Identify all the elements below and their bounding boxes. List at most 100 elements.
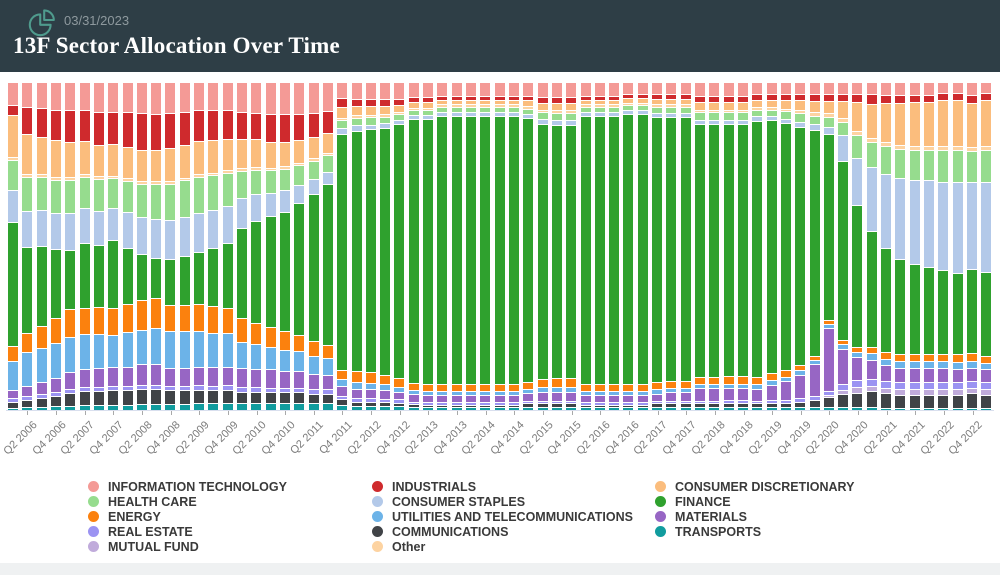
segment-materials[interactable]	[208, 367, 219, 386]
segment-information-technology[interactable]	[823, 82, 834, 94]
segment-health-care[interactable]	[466, 107, 476, 112]
segment-other[interactable]	[108, 175, 119, 179]
segment-materials[interactable]	[65, 372, 76, 390]
segment-transports[interactable]	[609, 407, 620, 410]
segment-mutual-fund[interactable]	[952, 389, 963, 395]
segment-utilities-and-telecommunications[interactable]	[136, 329, 147, 365]
segment-utilities-and-telecommunications[interactable]	[580, 390, 591, 396]
segment-consumer-staples[interactable]	[838, 135, 849, 162]
segment-utilities-and-telecommunications[interactable]	[680, 387, 691, 392]
segment-energy[interactable]	[294, 334, 305, 352]
segment-utilities-and-telecommunications[interactable]	[523, 389, 534, 394]
segment-energy[interactable]	[809, 355, 820, 360]
segment-utilities-and-telecommunications[interactable]	[93, 333, 104, 369]
segment-communications[interactable]	[222, 390, 233, 403]
segment-consumer-staples[interactable]	[924, 180, 934, 268]
segment-materials[interactable]	[194, 366, 205, 386]
segment-communications[interactable]	[580, 404, 591, 408]
segment-industrials[interactable]	[838, 93, 849, 102]
segment-utilities-and-telecommunications[interactable]	[122, 332, 133, 367]
bar-q4-2014[interactable]	[508, 82, 519, 410]
segment-real-estate[interactable]	[881, 381, 892, 388]
segment-utilities-and-telecommunications[interactable]	[380, 384, 391, 390]
segment-communications[interactable]	[437, 404, 448, 408]
segment-consumer-discretionary[interactable]	[709, 102, 720, 110]
segment-other[interactable]	[952, 146, 963, 150]
segment-other[interactable]	[652, 104, 663, 107]
segment-real-estate[interactable]	[8, 398, 18, 402]
segment-real-estate[interactable]	[766, 399, 777, 404]
segment-information-technology[interactable]	[766, 82, 777, 95]
segment-health-care[interactable]	[594, 107, 605, 112]
segment-consumer-staples[interactable]	[466, 111, 476, 116]
segment-other[interactable]	[50, 176, 61, 180]
segment-consumer-discretionary[interactable]	[480, 99, 491, 105]
segment-consumer-staples[interactable]	[394, 120, 405, 125]
segment-communications[interactable]	[380, 402, 391, 407]
segment-utilities-and-telecommunications[interactable]	[437, 390, 448, 396]
segment-finance[interactable]	[79, 242, 90, 308]
segment-energy[interactable]	[408, 382, 419, 391]
segment-materials[interactable]	[50, 378, 61, 393]
segment-transports[interactable]	[737, 407, 748, 411]
segment-consumer-staples[interactable]	[136, 216, 147, 255]
segment-transports[interactable]	[93, 405, 104, 410]
segment-real-estate[interactable]	[795, 397, 806, 402]
bar-q3-2021[interactable]	[895, 82, 906, 410]
segment-consumer-discretionary[interactable]	[337, 106, 348, 118]
segment-information-technology[interactable]	[752, 82, 763, 95]
segment-utilities-and-telecommunications[interactable]	[165, 331, 176, 368]
segment-materials[interactable]	[122, 366, 133, 386]
segment-real-estate[interactable]	[780, 399, 791, 404]
segment-health-care[interactable]	[566, 112, 577, 121]
segment-utilities-and-telecommunications[interactable]	[809, 359, 820, 364]
segment-utilities-and-telecommunications[interactable]	[108, 334, 119, 368]
segment-materials[interactable]	[351, 389, 362, 399]
segment-communications[interactable]	[924, 394, 934, 408]
segment-real-estate[interactable]	[22, 396, 33, 400]
segment-consumer-staples[interactable]	[723, 119, 734, 124]
segment-energy[interactable]	[938, 353, 949, 361]
segment-communications[interactable]	[594, 404, 605, 408]
segment-consumer-staples[interactable]	[337, 127, 348, 134]
segment-communications[interactable]	[322, 394, 333, 403]
segment-consumer-staples[interactable]	[737, 119, 748, 124]
segment-consumer-discretionary[interactable]	[36, 136, 47, 175]
bar-q2-2011[interactable]	[308, 82, 319, 411]
segment-other[interactable]	[752, 107, 763, 110]
segment-consumer-staples[interactable]	[380, 123, 391, 129]
segment-materials[interactable]	[79, 368, 90, 388]
segment-other[interactable]	[566, 110, 577, 113]
segment-finance[interactable]	[580, 115, 591, 384]
segment-finance[interactable]	[508, 115, 519, 384]
segment-consumer-staples[interactable]	[279, 190, 290, 212]
legend-item-health-care[interactable]: HEALTH CARE	[88, 494, 287, 509]
segment-finance[interactable]	[237, 227, 247, 319]
bar-q1-2007[interactable]	[65, 82, 76, 411]
segment-information-technology[interactable]	[251, 82, 262, 114]
bar-q3-2009[interactable]	[208, 82, 219, 410]
segment-finance[interactable]	[566, 124, 577, 379]
segment-real-estate[interactable]	[208, 385, 219, 391]
segment-information-technology[interactable]	[895, 82, 906, 95]
segment-information-technology[interactable]	[151, 82, 162, 114]
segment-transports[interactable]	[22, 407, 33, 410]
segment-health-care[interactable]	[165, 183, 176, 220]
segment-information-technology[interactable]	[637, 82, 648, 94]
segment-information-technology[interactable]	[609, 82, 620, 96]
segment-materials[interactable]	[537, 392, 548, 401]
segment-transports[interactable]	[466, 407, 476, 410]
segment-real-estate[interactable]	[551, 400, 562, 404]
segment-utilities-and-telecommunications[interactable]	[79, 334, 90, 369]
bar-q1-2021[interactable]	[866, 82, 877, 410]
segment-consumer-staples[interactable]	[36, 209, 47, 246]
segment-information-technology[interactable]	[795, 82, 806, 95]
segment-consumer-staples[interactable]	[122, 212, 133, 249]
segment-industrials[interactable]	[924, 94, 934, 102]
bar-q2-2010[interactable]	[251, 82, 262, 411]
segment-consumer-staples[interactable]	[652, 112, 663, 117]
bar-q3-2011[interactable]	[322, 82, 333, 411]
segment-energy[interactable]	[508, 383, 519, 391]
segment-utilities-and-telecommunications[interactable]	[50, 343, 61, 379]
segment-consumer-discretionary[interactable]	[122, 146, 133, 179]
